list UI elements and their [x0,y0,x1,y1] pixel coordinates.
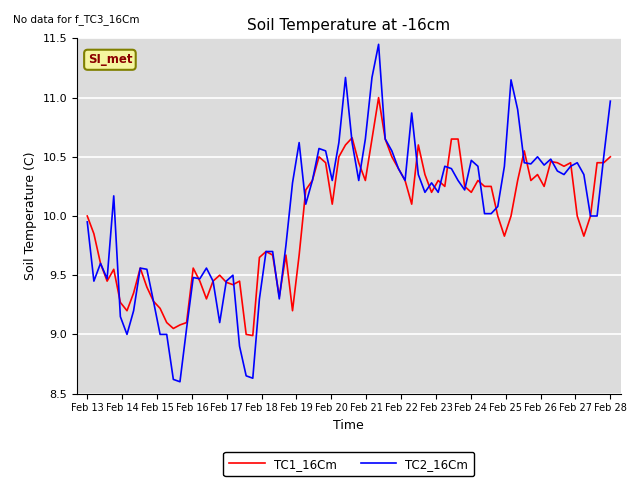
TC1_16Cm [454,136,462,142]
Line: TC2_16Cm: TC2_16Cm [87,44,611,382]
Y-axis label: Soil Temperature (C): Soil Temperature (C) [24,152,37,280]
TC2_16Cm [435,190,442,195]
TC1_16Cm [322,160,330,166]
TC1_16Cm [408,201,415,207]
TC2_16Cm [415,172,422,178]
Legend: TC1_16Cm, TC2_16Cm: TC1_16Cm, TC2_16Cm [223,452,474,477]
TC2_16Cm [607,98,614,104]
TC2_16Cm [375,41,383,47]
TC2_16Cm [560,172,568,178]
X-axis label: Time: Time [333,419,364,432]
TC1_16Cm [83,213,91,219]
TC1_16Cm [560,163,568,169]
TC1_16Cm [249,333,257,338]
Text: No data for f_TC3_16Cm: No data for f_TC3_16Cm [13,14,140,25]
Text: SI_met: SI_met [88,53,132,66]
TC2_16Cm [322,148,330,154]
Line: TC1_16Cm: TC1_16Cm [87,97,611,336]
TC2_16Cm [176,379,184,384]
TC2_16Cm [454,178,462,183]
TC1_16Cm [607,154,614,160]
TC2_16Cm [408,110,415,116]
TC1_16Cm [415,142,422,148]
Title: Soil Temperature at -16cm: Soil Temperature at -16cm [247,18,451,33]
TC1_16Cm [435,178,442,183]
TC2_16Cm [83,219,91,225]
TC1_16Cm [375,95,383,100]
